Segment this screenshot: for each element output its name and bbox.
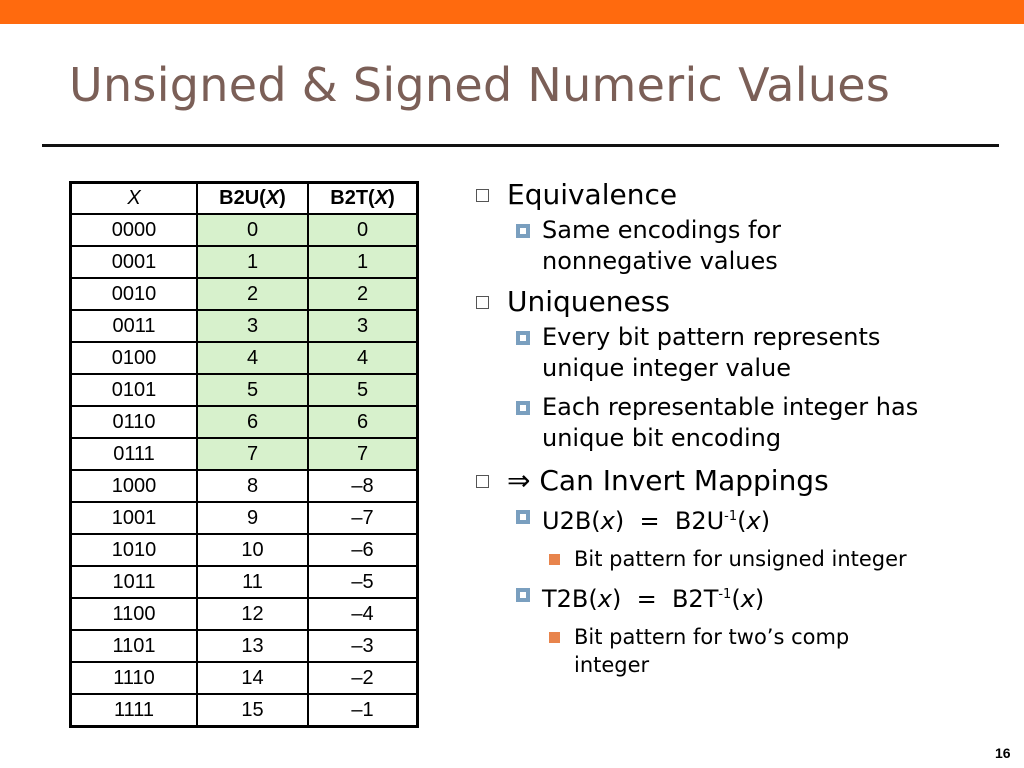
cell-b2u: 5 — [196, 373, 309, 407]
table-row: 1110 14 –2 — [69, 661, 419, 695]
cell-b2u: 4 — [196, 341, 309, 375]
top-accent-bar — [0, 0, 1024, 24]
slide-title: Unsigned & Signed Numeric Values — [69, 58, 891, 112]
cell-x: 1010 — [69, 533, 198, 567]
cell-b2u: 3 — [196, 309, 309, 343]
cell-b2u: 7 — [196, 437, 309, 471]
table-row: 1001 9 –7 — [69, 501, 419, 535]
page-number: 16 — [995, 745, 1011, 761]
title-divider — [42, 144, 999, 147]
implies-arrow-icon: ⇒ — [507, 464, 531, 497]
header-x: X — [69, 181, 198, 215]
cell-b2u: 0 — [196, 213, 309, 247]
cell-b2t: 0 — [307, 213, 419, 247]
cell-x: 0101 — [69, 373, 198, 407]
cell-x: 1111 — [69, 693, 198, 728]
orange-square-bullet-icon — [549, 554, 560, 565]
cell-b2u: 2 — [196, 277, 309, 311]
cell-x: 1110 — [69, 661, 198, 695]
cell-b2t: 7 — [307, 437, 419, 471]
bullet-list: Equivalence Same encodings for nonnegati… — [474, 178, 1014, 685]
header-b2u: B2U(X) — [196, 181, 309, 215]
table-row: 0001 1 1 — [69, 245, 419, 279]
hollow-square-bullet-icon — [476, 189, 489, 202]
cell-x: 0001 — [69, 245, 198, 279]
cell-x: 0010 — [69, 277, 198, 311]
table-row: 0101 5 5 — [69, 373, 419, 407]
cell-b2t: 4 — [307, 341, 419, 375]
cell-x: 1101 — [69, 629, 198, 663]
bullet-u2b: U2B(x) = B2U-1(x) — [474, 501, 1014, 537]
table-row: 0010 2 2 — [69, 277, 419, 311]
cell-b2t: –1 — [307, 693, 419, 728]
bullet-t2b: T2B(x) = B2T-1(x) — [474, 579, 1014, 615]
cell-x: 0100 — [69, 341, 198, 375]
table-row: 1010 10 –6 — [69, 533, 419, 567]
square-bullet-icon — [516, 588, 530, 602]
table-row: 1000 8 –8 — [69, 469, 419, 503]
cell-x: 0110 — [69, 405, 198, 439]
bullet-each-integer: Each representable integer has unique bi… — [474, 392, 1014, 454]
table-row: 0111 7 7 — [69, 437, 419, 471]
bullet-equivalence: Equivalence — [474, 178, 1014, 211]
table-row: 0100 4 4 — [69, 341, 419, 375]
square-bullet-icon — [516, 510, 530, 524]
orange-square-bullet-icon — [549, 632, 560, 643]
table-row: 0011 3 3 — [69, 309, 419, 343]
cell-b2u: 13 — [196, 629, 309, 663]
cell-b2t: 2 — [307, 277, 419, 311]
cell-b2u: 6 — [196, 405, 309, 439]
cell-b2u: 12 — [196, 597, 309, 631]
cell-b2t: –3 — [307, 629, 419, 663]
square-bullet-icon — [516, 331, 530, 345]
table-row: 1100 12 –4 — [69, 597, 419, 631]
hollow-square-bullet-icon — [476, 475, 489, 488]
cell-x: 1000 — [69, 469, 198, 503]
cell-b2u: 11 — [196, 565, 309, 599]
square-bullet-icon — [516, 224, 530, 238]
cell-x: 1001 — [69, 501, 198, 535]
cell-b2u: 8 — [196, 469, 309, 503]
cell-b2t: –7 — [307, 501, 419, 535]
hollow-square-bullet-icon — [476, 296, 489, 309]
table-row: 1011 11 –5 — [69, 565, 419, 599]
header-b2t: B2T(X) — [307, 181, 419, 215]
cell-b2u: 9 — [196, 501, 309, 535]
cell-b2t: –5 — [307, 565, 419, 599]
bullet-t2b-detail: Bit pattern for two’s comp integer — [474, 623, 1014, 679]
bullet-every-bit-pattern: Every bit pattern represents unique inte… — [474, 322, 1014, 384]
cell-b2t: 1 — [307, 245, 419, 279]
table-header-row: X B2U(X) B2T(X) — [69, 181, 419, 215]
table-row: 1111 15 –1 — [69, 693, 419, 728]
cell-b2t: –4 — [307, 597, 419, 631]
cell-x: 0111 — [69, 437, 198, 471]
bullet-invert-mappings: ⇒ Can Invert Mappings — [474, 464, 1014, 497]
cell-b2t: –8 — [307, 469, 419, 503]
bullet-u2b-detail: Bit pattern for unsigned integer — [474, 545, 1014, 573]
cell-b2t: –6 — [307, 533, 419, 567]
table-row: 0000 0 0 — [69, 213, 419, 247]
cell-x: 1100 — [69, 597, 198, 631]
table-row: 0110 6 6 — [69, 405, 419, 439]
encoding-table: X B2U(X) B2T(X) 0000 0 0 0001 1 1 0010 2 2 0011 3 3… — [69, 181, 419, 728]
cell-b2t: 3 — [307, 309, 419, 343]
bullet-uniqueness: Uniqueness — [474, 285, 1014, 318]
cell-x: 0011 — [69, 309, 198, 343]
table-row: 1101 13 –3 — [69, 629, 419, 663]
cell-b2u: 15 — [196, 693, 309, 728]
cell-x: 1011 — [69, 565, 198, 599]
cell-b2t: –2 — [307, 661, 419, 695]
cell-b2u: 1 — [196, 245, 309, 279]
cell-b2u: 10 — [196, 533, 309, 567]
bullet-same-encodings: Same encodings for nonnegative values — [474, 215, 1014, 277]
cell-b2t: 5 — [307, 373, 419, 407]
square-bullet-icon — [516, 401, 530, 415]
cell-x: 0000 — [69, 213, 198, 247]
cell-b2u: 14 — [196, 661, 309, 695]
cell-b2t: 6 — [307, 405, 419, 439]
